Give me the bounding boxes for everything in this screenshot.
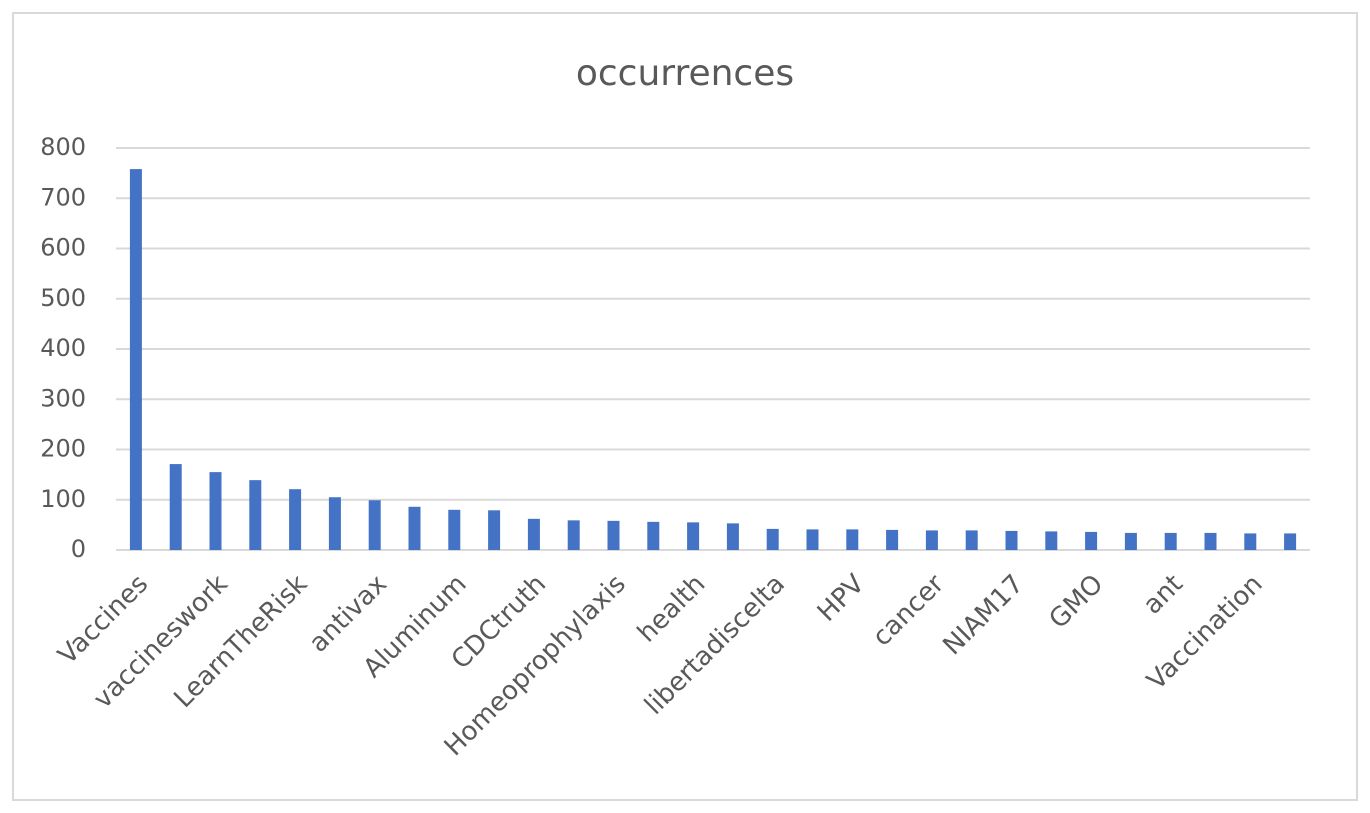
bar [1085, 531, 1098, 550]
y-tick-label: 400 [40, 334, 86, 362]
bar [129, 169, 142, 551]
bar [766, 528, 779, 550]
y-tick-label: 0 [71, 535, 86, 563]
y-tick-label: 700 [40, 183, 86, 211]
y-tick-label: 100 [40, 485, 86, 513]
bar [1005, 530, 1018, 550]
bar [1284, 533, 1297, 550]
y-tick-label: 800 [40, 133, 86, 161]
bar [209, 472, 222, 550]
bar [1124, 532, 1137, 550]
bar [527, 518, 540, 550]
bar [925, 530, 938, 550]
bar [169, 464, 182, 550]
bar [1244, 533, 1257, 550]
bar [289, 489, 302, 550]
y-tick-label: 600 [40, 234, 86, 262]
bar [488, 510, 501, 550]
bar [567, 520, 580, 550]
bar [647, 521, 660, 550]
bar [448, 509, 461, 550]
bar [408, 506, 421, 550]
bar [607, 520, 620, 550]
y-tick-label: 300 [40, 384, 86, 412]
bar [806, 529, 819, 550]
bar [726, 523, 739, 550]
bar [1204, 532, 1217, 550]
bar [687, 522, 700, 550]
bar [1045, 531, 1058, 550]
bar [368, 500, 381, 550]
bar [965, 530, 978, 550]
bar [249, 480, 262, 550]
chart-border [12, 12, 1358, 801]
bar [328, 497, 341, 550]
bar [846, 529, 859, 550]
y-tick-label: 200 [40, 435, 86, 463]
bar [1164, 532, 1177, 550]
chart-title: occurrences [576, 53, 794, 94]
bar [886, 529, 899, 550]
y-tick-label: 500 [40, 284, 86, 312]
